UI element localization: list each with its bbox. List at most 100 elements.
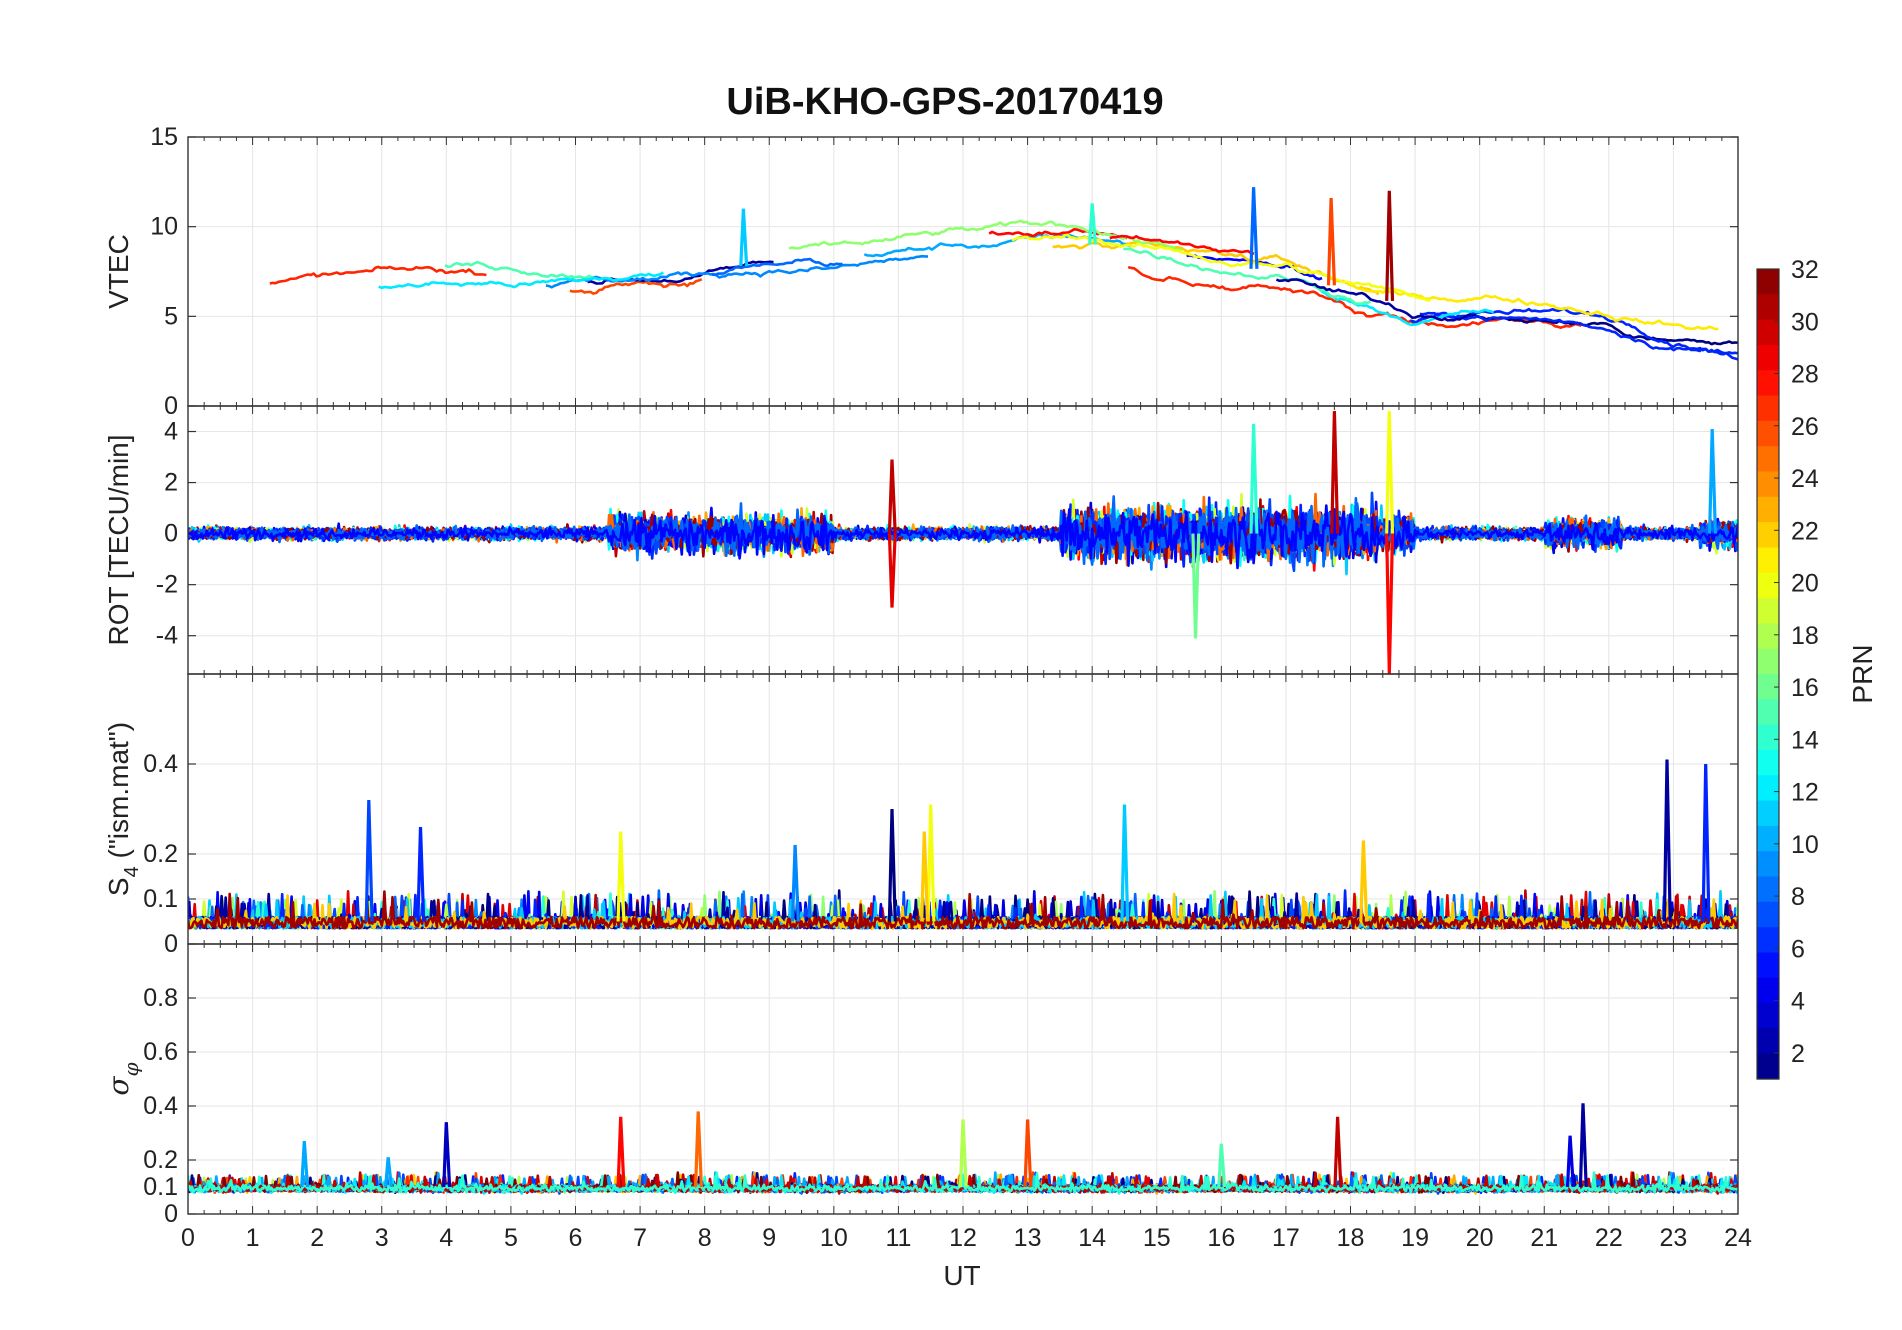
panel-1: 0 5 10 15 VTEC [103,123,1739,420]
colorbar-tick-label: 22 [1791,517,1819,545]
axes-box [187,943,1739,1215]
colorbar-segment [1757,699,1779,726]
colorbar-segment [1757,648,1779,675]
x-tick-label: 6 [569,1224,583,1252]
colorbar-segment [1757,598,1779,624]
x-tick-label: 14 [1078,1224,1106,1252]
peak-mark [1359,840,1369,922]
peak-mark [887,459,897,534]
colorbar-segment [1757,420,1779,447]
colorbar-segment [1757,547,1779,574]
colorbar-frame [1756,268,1780,1080]
x-tick-label: 12 [949,1224,977,1252]
series-group [269,187,1738,361]
y-tick-label: 0 [164,1200,178,1228]
peak-mark [1330,411,1340,534]
peak-mark [1249,423,1259,534]
colorbar-segment [1757,775,1779,802]
series-line [188,1171,1738,1194]
panel-2: -4 -2 0 2 4 ROT [TECU/min] [103,405,1739,675]
series-line [269,265,487,285]
peak-mark [920,831,930,922]
series-line [378,271,664,290]
peak-mark [926,804,936,922]
x-tick-label: 24 [1724,1224,1752,1252]
y-tick-label: 0.1 [143,1173,178,1201]
colorbar-segment [1757,876,1779,903]
colorbar-segment [1757,800,1779,827]
y-tick-label: -4 [156,622,178,650]
series-line [1275,278,1472,322]
x-tick-label: 10 [820,1224,848,1252]
x-tick-label: 0 [181,1224,195,1252]
y-tick-label: 0 [164,392,178,420]
y-axis-label: σφ [102,1062,143,1095]
peak-mark [739,208,749,267]
chart-title: UiB-KHO-GPS-20170419 [726,81,1163,123]
x-tick-label: 17 [1272,1224,1300,1252]
series-group [188,411,1738,674]
series-line [188,890,1738,930]
y-tick-label: 4 [164,418,178,446]
panel-4: 00.10.2 0.4 0.6 0.8 σφ [102,943,1739,1228]
series-line [1123,247,1371,306]
colorbar-segment [1757,901,1779,928]
peak-mark [694,1111,703,1188]
colorbar-segment [1757,724,1779,751]
peak-mark [887,533,897,608]
peak-mark [790,844,800,922]
x-tick-label: 20 [1466,1224,1494,1252]
colorbar-segment [1757,623,1779,650]
peak-mark [416,826,426,922]
y-tick-label: 0.4 [143,1092,178,1120]
panel-3: 0 0.1 0.2 0.4S4 ("ism.mat") [103,673,1739,958]
series-line [1109,234,1255,255]
colorbar-tick-label: 6 [1791,935,1805,963]
y-tick-label: 0 [164,930,178,958]
y-tick-label: 15 [150,123,178,151]
peak-mark [442,1122,452,1188]
series-group [188,1103,1738,1195]
peak-mark [1565,1135,1575,1188]
x-tick-label: 19 [1401,1224,1429,1252]
colorbar-segment [1757,1028,1779,1055]
peak-mark [1385,411,1395,534]
y-tick-label: 5 [164,302,178,330]
peak-mark [300,1140,310,1188]
colorbar-segment [1757,572,1779,599]
peak-mark [1217,1143,1227,1188]
colorbar-tick-label: 12 [1791,779,1819,807]
x-tick-label: 5 [504,1224,518,1252]
x-tick-label: 11 [885,1224,911,1252]
colorbar-segment [1757,496,1779,523]
colorbar-segment [1757,344,1779,371]
colorbar-segment [1757,269,1779,295]
peak-mark [1578,1103,1588,1188]
y-tick-label: 0.2 [143,840,178,868]
colorbar-tick-label: 28 [1791,361,1819,389]
y-tick-label: 0.6 [143,1038,178,1066]
y-tick-label: 0.4 [143,750,178,778]
x-tick-label: 21 [1530,1224,1558,1252]
series-line [1011,233,1431,302]
x-tick-label: 4 [439,1224,453,1252]
colorbar-tick-label: 30 [1791,308,1819,336]
peak-mark [1708,428,1717,534]
x-tick-label: 1 [246,1224,260,1252]
peak-mark [1701,763,1711,922]
series-line [188,504,1738,570]
x-tick-label: 7 [633,1224,647,1252]
colorbar-segment [1757,825,1779,852]
colorbar-segment [1757,471,1779,498]
y-tick-label: 0.2 [143,1146,178,1174]
peak-mark [1191,533,1201,639]
peak-mark [1023,1119,1033,1188]
x-tick-label: 9 [762,1224,776,1252]
x-tick-label: 18 [1337,1224,1365,1252]
peak-mark [1249,187,1259,269]
peak-mark [887,808,897,922]
colorbar-segment [1757,851,1779,878]
series-line [1410,311,1738,361]
